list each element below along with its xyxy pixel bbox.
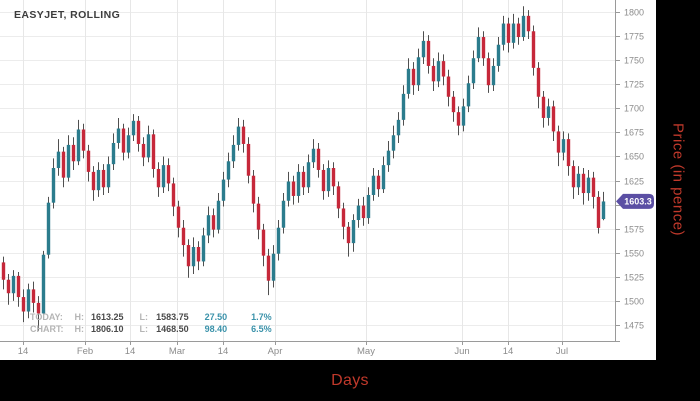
- svg-text:1550: 1550: [624, 249, 644, 259]
- svg-text:1475: 1475: [624, 321, 644, 331]
- svg-text:1575: 1575: [624, 225, 644, 235]
- stats-chart-high: 1806.10: [91, 324, 124, 334]
- svg-text:14: 14: [125, 346, 136, 357]
- chart-panel: 1800177517501725170016751650162516001575…: [0, 0, 656, 360]
- svg-text:Feb: Feb: [77, 346, 93, 357]
- svg-text:Mar: Mar: [169, 346, 185, 357]
- svg-text:1675: 1675: [624, 128, 644, 138]
- svg-text:1725: 1725: [624, 80, 644, 90]
- svg-text:May: May: [357, 346, 375, 357]
- stats-row-today: TODAY: H: 1613.25 L: 1583.75 27.50 1.7%: [30, 311, 285, 323]
- stats-chart-change: 98.40: [204, 324, 228, 334]
- stats-today-label: TODAY:: [30, 312, 63, 322]
- chart-title: EASYJET, ROLLING: [14, 9, 121, 21]
- svg-text:1800: 1800: [624, 8, 644, 18]
- svg-text:1625: 1625: [624, 177, 644, 187]
- svg-text:14: 14: [218, 346, 229, 357]
- svg-text:1650: 1650: [624, 152, 644, 162]
- stats-today-change: 27.50: [204, 312, 228, 322]
- price-axis-title: Price (in pence): [669, 123, 687, 237]
- svg-text:1603.3: 1603.3: [624, 197, 652, 207]
- price-axis-margin: Price (in pence): [656, 0, 700, 360]
- stats-today-high: 1613.25: [91, 312, 124, 322]
- svg-text:Apr: Apr: [268, 346, 283, 357]
- stats-chart-low: 1468.50: [156, 324, 189, 334]
- stats-row-chart: CHART: H: 1806.10 L: 1468.50 98.40 6.5%: [30, 323, 285, 335]
- stats-high-key: H:: [74, 312, 85, 322]
- stats-today-low: 1583.75: [156, 312, 189, 322]
- days-axis-title: Days: [331, 371, 369, 389]
- svg-text:14: 14: [503, 346, 514, 357]
- stats-chart-pct: 6.5%: [251, 324, 272, 334]
- svg-text:Jun: Jun: [454, 346, 469, 357]
- stats-low-key: L:: [139, 324, 149, 334]
- stats-high-key: H:: [74, 324, 85, 334]
- stats-today-pct: 1.7%: [251, 312, 272, 322]
- svg-text:1775: 1775: [624, 32, 644, 42]
- svg-text:1500: 1500: [624, 297, 644, 307]
- candlestick-plot[interactable]: 1800177517501725170016751650162516001575…: [0, 0, 656, 360]
- stats-chart-label: CHART:: [30, 324, 64, 334]
- stats-low-key: L:: [139, 312, 149, 322]
- svg-text:Jul: Jul: [556, 346, 568, 357]
- svg-text:14: 14: [18, 346, 29, 357]
- svg-text:1700: 1700: [624, 104, 644, 114]
- svg-text:1750: 1750: [624, 56, 644, 66]
- days-axis-margin: Days: [0, 360, 700, 401]
- stats-block: TODAY: H: 1613.25 L: 1583.75 27.50 1.7% …: [30, 311, 285, 335]
- svg-text:1525: 1525: [624, 273, 644, 283]
